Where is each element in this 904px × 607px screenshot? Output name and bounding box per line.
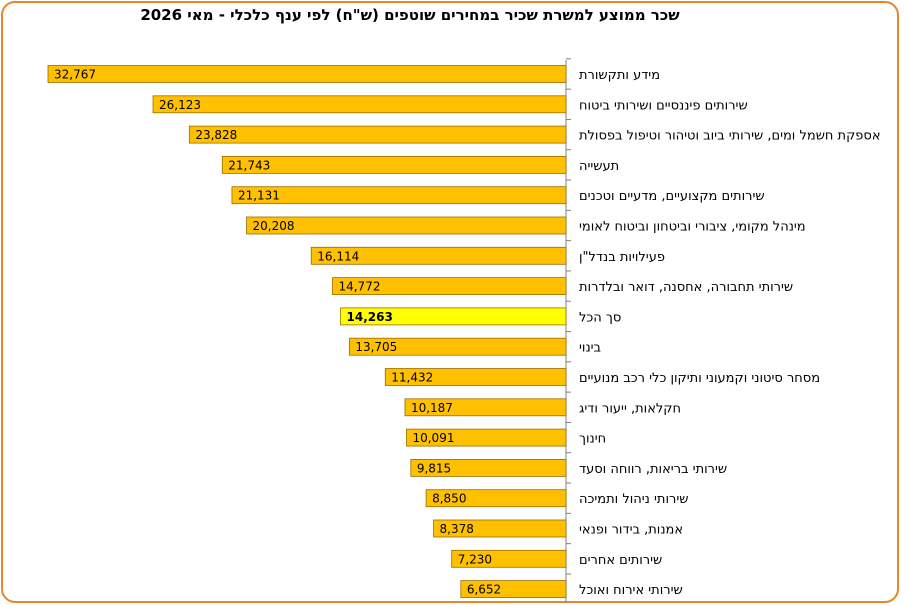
bar xyxy=(231,186,567,205)
bar xyxy=(460,580,567,598)
data-label: 13,705 xyxy=(355,340,397,354)
chart-title: שכר ממוצע למשרת שכיר במחירים שוטפים (ש"ח… xyxy=(140,6,680,24)
category-label: מידע ותקשורת xyxy=(579,68,660,83)
data-label: 10,091 xyxy=(412,431,454,445)
category-label: בינוי xyxy=(579,341,601,356)
bar xyxy=(246,216,567,235)
bar xyxy=(47,65,567,83)
data-label: 32,767 xyxy=(54,68,96,82)
category-label: תעשייה xyxy=(579,159,619,174)
category-label: שירותים מקצועיים, מדעיים וטכנים xyxy=(579,189,765,204)
data-label: 6,652 xyxy=(467,583,501,597)
category-label: שירותים פיננסיים ושירותי ביטוח xyxy=(579,98,748,113)
bar xyxy=(425,489,567,508)
data-label: 21,743 xyxy=(228,158,270,172)
category-label: שירותי ניהול ותמיכה xyxy=(579,492,688,507)
data-label: 16,114 xyxy=(317,249,359,263)
bar xyxy=(152,95,567,114)
bar xyxy=(310,246,567,265)
bar xyxy=(433,519,567,538)
bar xyxy=(188,125,567,144)
bar xyxy=(451,549,567,568)
data-label: 7,230 xyxy=(458,552,492,566)
data-label: 26,123 xyxy=(159,98,201,112)
data-label: 23,828 xyxy=(195,128,237,142)
category-label: מסחר סיטוני וקמעוני ותיקון כלי רכב מנועי… xyxy=(579,371,820,386)
category-label: אספקת חשמל ומים, שירותי ביוב וטיהור וטיפ… xyxy=(579,129,881,144)
data-label: 14,263 xyxy=(347,310,393,324)
category-label: שירותי תחבורה, אחסנה, דואר ובלדרות xyxy=(579,280,793,295)
data-label: 11,432 xyxy=(391,371,433,385)
bar xyxy=(384,368,567,386)
category-label: שירותים אחרים xyxy=(579,553,662,568)
category-label: אמנות, בידור ופנאי xyxy=(579,523,683,538)
data-label: 8,850 xyxy=(432,492,466,506)
category-label: שירותי אירוח ואוכל xyxy=(579,583,683,598)
category-label: חינוך xyxy=(579,432,606,447)
data-label: 10,187 xyxy=(411,401,453,415)
bar xyxy=(332,277,567,296)
category-label: מינהל מקומי, ציבורי וביטחון וביטוח לאומי xyxy=(579,220,806,235)
category-label: פעילויות בנדל"ן xyxy=(579,250,665,265)
data-label: 20,208 xyxy=(253,219,295,233)
bar xyxy=(221,155,567,174)
category-label: שירותי בריאות, רווחה וסעד xyxy=(579,462,727,477)
bar xyxy=(406,428,567,447)
data-label: 8,378 xyxy=(440,522,474,536)
bar xyxy=(348,337,567,356)
category-label: חקלאות, ייעור ודיג xyxy=(579,401,681,416)
bar xyxy=(410,458,567,477)
data-label: 9,815 xyxy=(417,461,451,475)
data-label: 21,131 xyxy=(238,189,280,203)
bar-total xyxy=(340,307,567,326)
bar xyxy=(404,398,567,417)
data-label: 14,772 xyxy=(338,280,380,294)
category-label: סך הכל xyxy=(579,310,621,325)
